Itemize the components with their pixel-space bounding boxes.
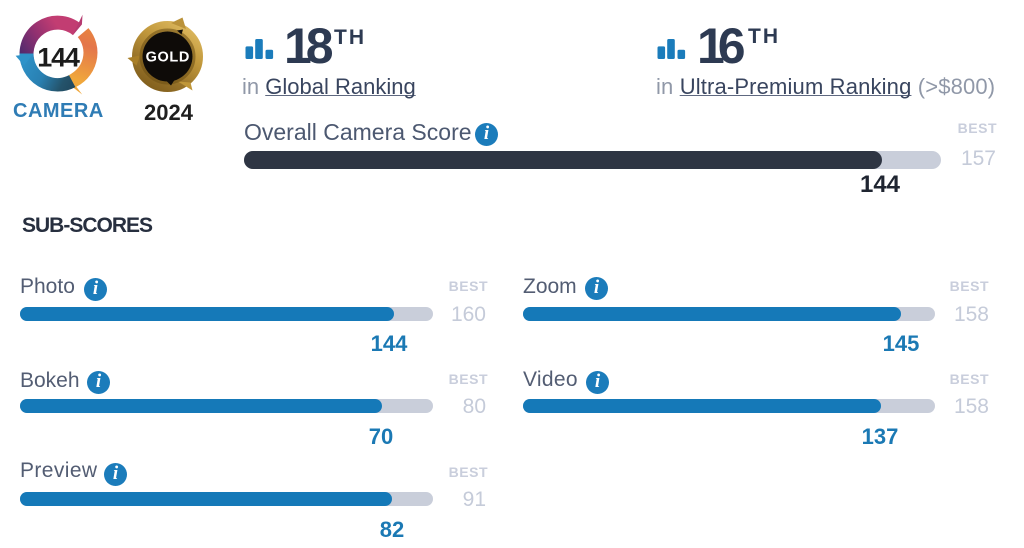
svg-text:144: 144 bbox=[37, 43, 80, 73]
svg-text:GOLD: GOLD bbox=[146, 50, 190, 66]
